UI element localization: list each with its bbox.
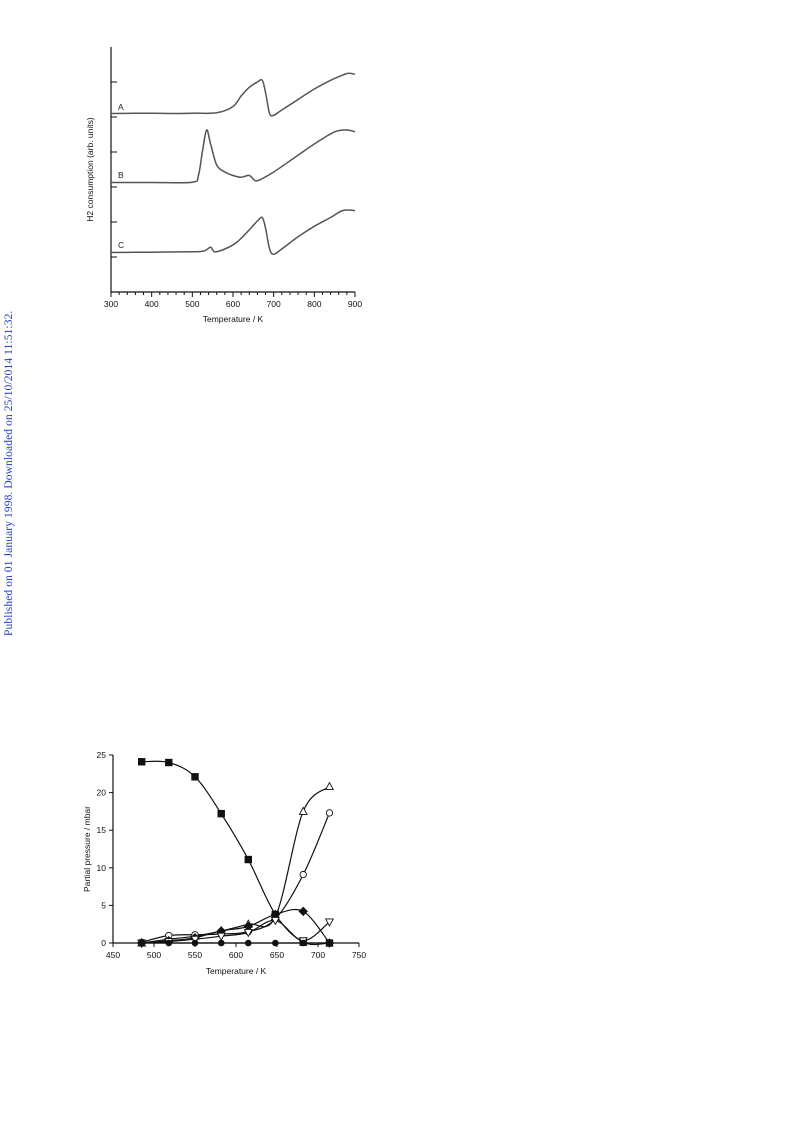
tpr-chart: 300 400 500 600 700 800 900 Temperature / K H2 c… bbox=[85, 47, 362, 324]
data-point-filled-square bbox=[244, 855, 253, 864]
x-tick-label: 550 bbox=[188, 950, 202, 960]
axes-frame bbox=[112, 755, 359, 944]
data-point-open-circle bbox=[325, 809, 334, 817]
y-tick-label: 5 bbox=[101, 900, 106, 910]
x-tick-label: 600 bbox=[229, 950, 243, 960]
x-axis-label: Temperature / K bbox=[206, 966, 267, 976]
x-tick-label: 700 bbox=[311, 950, 325, 960]
data-point-open-circle bbox=[299, 870, 307, 879]
fit-curve-filled-square bbox=[141, 760, 330, 946]
x-tick-label: 750 bbox=[352, 950, 366, 960]
x-tick-label: 600 bbox=[226, 299, 240, 309]
data-point-filled-circle bbox=[217, 939, 225, 947]
data-point-filled-square bbox=[165, 758, 173, 767]
x-tick-label: 500 bbox=[147, 950, 161, 960]
x-tick-label: 450 bbox=[106, 950, 120, 960]
x-axis-label: Temperature / K bbox=[203, 314, 264, 324]
y-tick-label: 15 bbox=[97, 825, 107, 835]
data-point-open-triangle-down bbox=[270, 916, 280, 926]
y-tick-label: 25 bbox=[97, 750, 107, 760]
data-point-filled-circle bbox=[272, 939, 279, 947]
trace-c bbox=[110, 209, 356, 256]
data-point-filled-circle bbox=[326, 939, 333, 947]
x-tick-label: 800 bbox=[307, 299, 321, 309]
trace-label-b: B bbox=[118, 170, 124, 180]
data-point-filled-circle bbox=[245, 939, 252, 947]
y-tick-label: 20 bbox=[97, 788, 107, 798]
x-tick-label: 400 bbox=[145, 299, 159, 309]
data-point-filled-circle bbox=[165, 939, 173, 947]
y-tick-label: 10 bbox=[97, 863, 107, 873]
data-point-filled-square bbox=[138, 758, 146, 766]
x-tick-label: 300 bbox=[104, 299, 118, 309]
x-tick-label: 900 bbox=[348, 299, 362, 309]
y-tick-label: 0 bbox=[101, 938, 106, 948]
y-axis-label: H2 consumption (arb. units) bbox=[85, 117, 95, 222]
data-point-open-triangle-down bbox=[216, 932, 226, 942]
data-point-filled-square bbox=[217, 809, 225, 818]
data-point-open-triangle bbox=[298, 806, 308, 815]
trace-label-c: C bbox=[118, 240, 124, 250]
data-point-filled-circle bbox=[191, 939, 199, 947]
data-point-filled-square bbox=[191, 773, 199, 781]
data-point-filled-circle bbox=[138, 939, 145, 947]
x-tick-label: 500 bbox=[185, 299, 199, 309]
data-point-filled-diamond bbox=[298, 906, 308, 917]
x-tick-label: 700 bbox=[267, 299, 281, 309]
x-tick-label: 650 bbox=[270, 950, 284, 960]
trace-b bbox=[110, 129, 356, 184]
data-point-open-triangle bbox=[324, 781, 335, 791]
data-point-open-triangle-down bbox=[243, 929, 253, 938]
y-axis-label: Partial pressure / mbar bbox=[82, 806, 92, 892]
trace-a bbox=[110, 72, 356, 117]
trace-label-a: A bbox=[118, 102, 124, 112]
data-point-open-triangle-down bbox=[324, 918, 335, 927]
data-point-filled-circle bbox=[299, 939, 307, 947]
